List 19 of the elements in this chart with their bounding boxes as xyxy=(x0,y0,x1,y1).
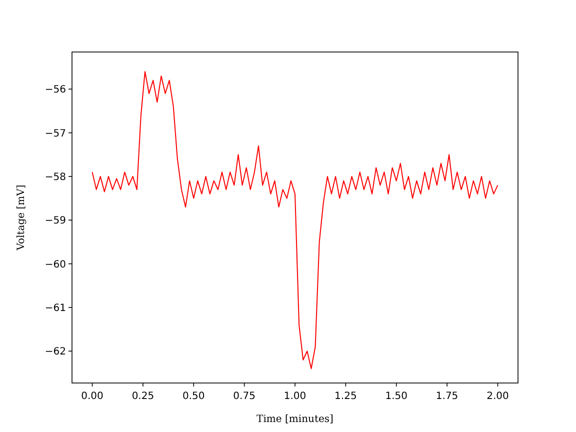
x-tick-label: 1.00 xyxy=(284,391,306,402)
x-axis-title: Time [minutes] xyxy=(256,414,334,425)
y-tick-label: −60 xyxy=(44,259,66,270)
x-tick-label: 1.25 xyxy=(334,391,357,402)
x-tick-label: 1.50 xyxy=(385,391,408,402)
y-tick-label: −62 xyxy=(44,346,66,358)
x-tick-label: 0.25 xyxy=(132,391,154,402)
y-tick-label: −58 xyxy=(44,172,66,183)
x-tick-label: 0.00 xyxy=(81,391,104,402)
x-tick-label: 1.75 xyxy=(436,391,458,402)
x-tick-label: 0.75 xyxy=(233,391,256,402)
y-tick-label: −56 xyxy=(44,84,66,96)
y-tick-label: −59 xyxy=(44,216,66,227)
y-axis-title: Voltage [mV] xyxy=(16,184,27,252)
line-series xyxy=(92,71,498,370)
y-tick-label: −61 xyxy=(44,302,66,314)
x-tick-label: 2.00 xyxy=(486,391,509,402)
x-tick-label: 0.50 xyxy=(182,391,205,402)
y-tick-label: −57 xyxy=(44,128,66,140)
